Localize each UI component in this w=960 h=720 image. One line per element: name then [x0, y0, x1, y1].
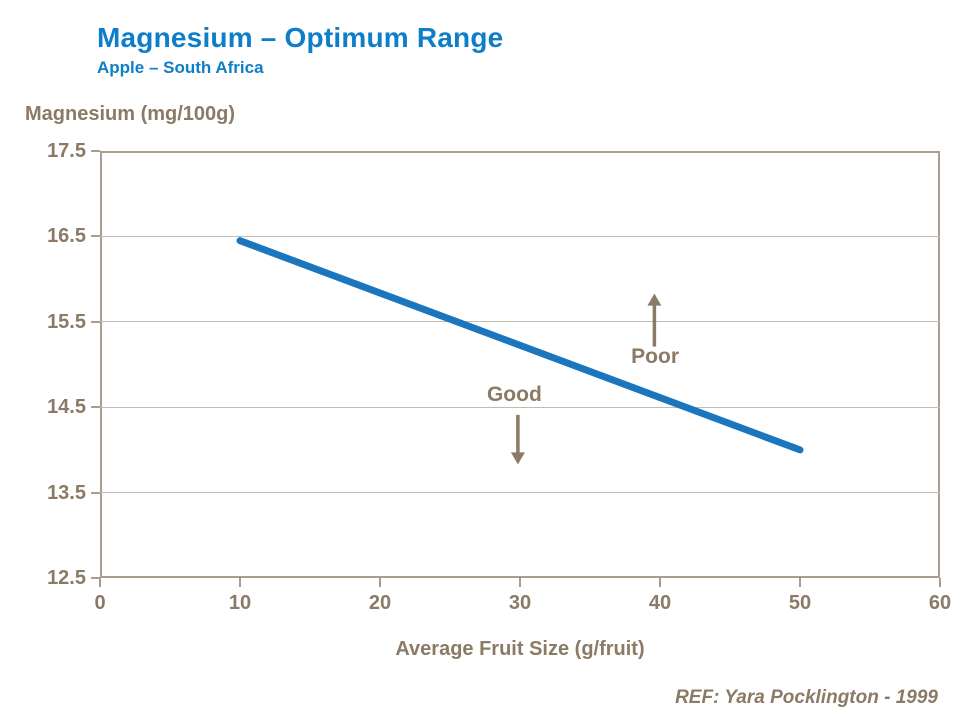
- x-tick-mark: [239, 578, 241, 587]
- x-tick-label: 10: [228, 592, 252, 614]
- x-tick-label: 30: [508, 592, 532, 614]
- x-axis-title: Average Fruit Size (g/fruit): [395, 638, 645, 660]
- plot-area: [100, 151, 940, 578]
- y-gridline: [100, 321, 940, 323]
- x-tick-mark: [519, 578, 521, 587]
- x-tick-mark: [939, 578, 941, 587]
- y-tick-label: 17.5: [47, 140, 86, 162]
- x-tick-label: 50: [788, 592, 812, 614]
- y-tick-label: 12.5: [47, 567, 86, 589]
- chart-subtitle: Apple – South Africa: [97, 58, 264, 77]
- y-tick-mark: [91, 235, 100, 238]
- y-axis-title: Magnesium (mg/100g): [25, 103, 236, 125]
- y-tick-mark: [91, 491, 100, 494]
- x-tick-mark: [99, 578, 101, 587]
- x-tick-label: 0: [94, 592, 106, 614]
- y-tick-mark: [91, 577, 100, 579]
- y-gridline: [100, 235, 940, 237]
- y-tick-label: 13.5: [47, 481, 86, 504]
- x-tick-mark: [379, 578, 381, 587]
- x-tick-label: 60: [928, 592, 952, 614]
- y-tick-label: 14.5: [47, 396, 86, 419]
- y-tick-mark: [91, 320, 100, 323]
- x-tick-label: 20: [368, 592, 392, 614]
- x-tick-label: 40: [648, 592, 672, 614]
- annotation-label-poor: Poor: [631, 344, 680, 368]
- y-tick-mark: [91, 150, 100, 152]
- y-gridline: [100, 492, 940, 494]
- x-tick-mark: [799, 578, 801, 587]
- y-tick-mark: [91, 406, 100, 409]
- y-tick-label: 16.5: [47, 225, 86, 248]
- reference-text: REF: Yara Pocklington - 1999: [675, 687, 938, 708]
- x-tick-mark: [659, 578, 661, 587]
- annotation-label-good: Good: [486, 383, 542, 407]
- chart-title: Magnesium – Optimum Range: [97, 22, 504, 53]
- y-tick-label: 15.5: [47, 310, 86, 333]
